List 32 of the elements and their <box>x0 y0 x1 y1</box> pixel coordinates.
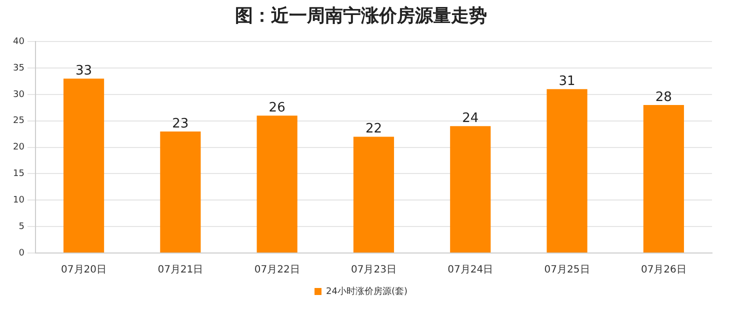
y-tick-label: 30 <box>13 90 25 100</box>
y-tick-label: 0 <box>18 248 25 258</box>
bar <box>63 78 104 252</box>
y-tick-label: 35 <box>13 63 24 74</box>
bar <box>256 116 298 252</box>
bar <box>546 89 588 252</box>
x-tick-label: 07月21日 <box>158 264 204 276</box>
y-tick-label: 25 <box>13 116 24 126</box>
x-tick-label: 07月24日 <box>448 264 494 276</box>
data-label: 23 <box>172 116 189 132</box>
x-tick-label: 07月23日 <box>351 264 396 276</box>
data-label: 22 <box>365 122 382 137</box>
bar <box>450 126 491 252</box>
data-label: 28 <box>655 90 672 105</box>
x-tick-label: 07月22日 <box>254 264 300 276</box>
y-tick-label: 40 <box>13 36 25 47</box>
bar <box>160 131 201 252</box>
x-tick-label: 07月26日 <box>640 264 686 276</box>
y-tick-label: 10 <box>13 195 25 206</box>
data-label: 26 <box>268 100 286 116</box>
data-label: 33 <box>76 63 92 78</box>
data-label: 31 <box>558 74 576 90</box>
y-tick-label: 20 <box>13 142 25 153</box>
legend-label: 24小时涨价房源(套) <box>326 286 408 297</box>
y-tick-label: 15 <box>13 169 24 180</box>
chart-title: 图：近一周南宁涨价房源量走势 <box>235 5 487 26</box>
y-tick-label: 5 <box>18 222 24 232</box>
x-tick-label: 07月25日 <box>544 264 590 276</box>
x-tick-label: 07月20日 <box>61 264 107 276</box>
bar <box>643 105 684 252</box>
data-label: 24 <box>462 111 479 126</box>
bar <box>353 136 394 252</box>
